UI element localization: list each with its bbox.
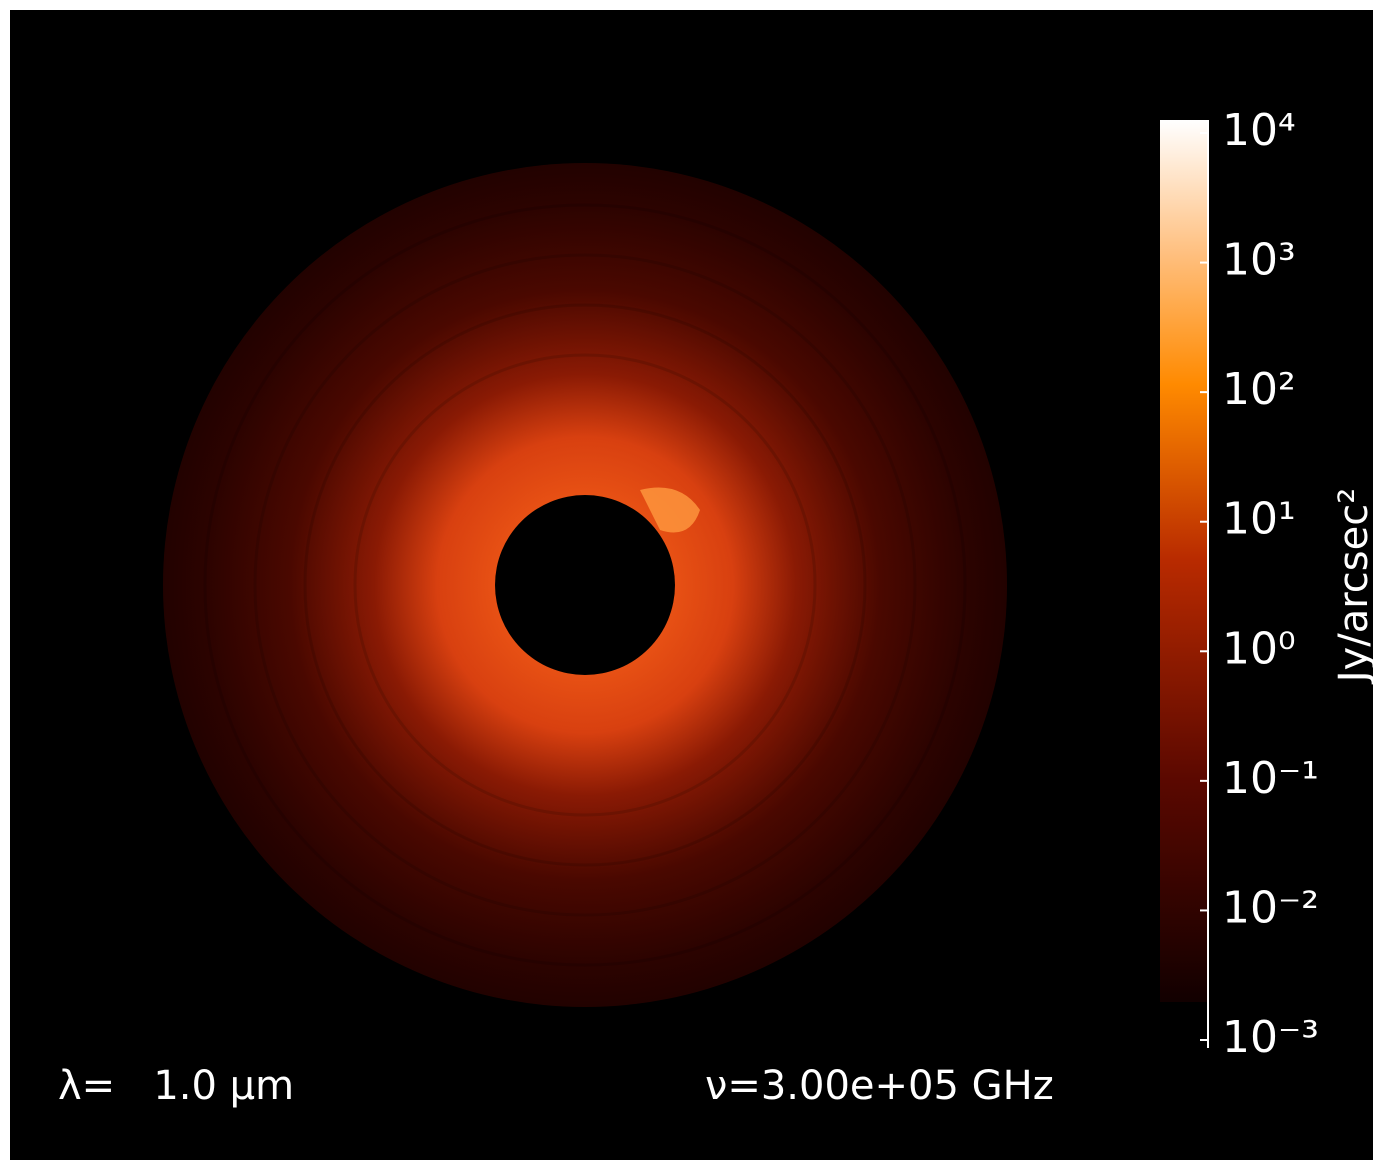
y-tick-label: 10⁻² (1222, 882, 1319, 933)
y-tick-label: 10¹ (1222, 494, 1296, 545)
colorbar-label: Jy/arcsec² (1331, 488, 1373, 686)
y-tick-label: 10⁴ (1222, 105, 1296, 156)
y-tick-label: 10⁰ (1222, 623, 1296, 674)
figure: Jy/arcsec² λ= 1.0 μm ν=3.00e+05 GHz 10⁴ 1… (0, 0, 1373, 1160)
y-tick-label: 10⁻³ (1222, 1012, 1319, 1063)
colorbar (1160, 120, 1208, 1002)
y-tick-label: 10⁻¹ (1222, 753, 1319, 804)
wavelength-label: λ= 1.0 μm (58, 1063, 294, 1109)
frequency-label: ν=3.00e+05 GHz (705, 1063, 1054, 1109)
y-tick-label: 10² (1222, 364, 1296, 415)
central-mask (495, 495, 675, 675)
y-tick-label: 10³ (1222, 235, 1296, 286)
